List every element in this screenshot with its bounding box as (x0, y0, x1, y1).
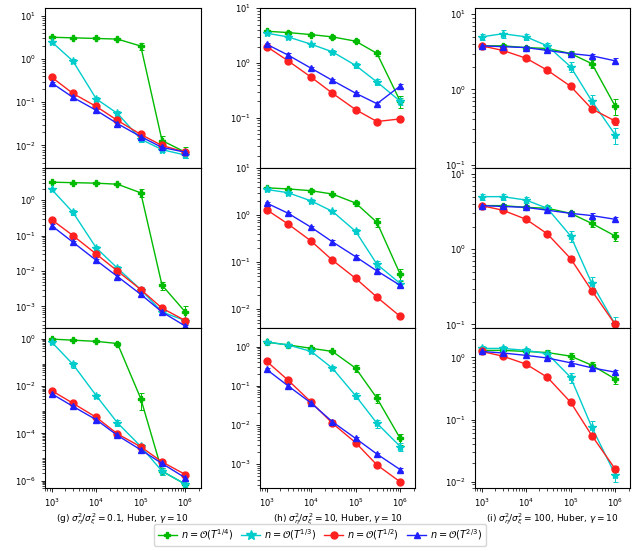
X-axis label: (h) $\sigma_{\eta}^2/\sigma_{\xi}^2 = 10$, Huber, $\gamma = 10$: (h) $\sigma_{\eta}^2/\sigma_{\xi}^2 = 10… (273, 512, 403, 527)
X-axis label: (e) $\sigma_{\eta}^2/\sigma_{\xi}^2 = 10$, Huber, $\gamma = 0.1$: (e) $\sigma_{\eta}^2/\sigma_{\xi}^2 = 10… (271, 352, 404, 368)
X-axis label: (g) $\sigma_{\eta}^2/\sigma_{\xi}^2 = 0.1$, Huber, $\gamma = 10$: (g) $\sigma_{\eta}^2/\sigma_{\xi}^2 = 0.… (56, 512, 189, 527)
X-axis label: (d) $\sigma_{\eta}^2/\sigma_{\xi}^2 = 0.1$, Huber, $\gamma = 0.1$: (d) $\sigma_{\eta}^2/\sigma_{\xi}^2 = 0.… (55, 352, 191, 368)
X-axis label: (c) $\sigma_{\eta}^2/\sigma_{\xi}^2 = 100$, absolute value: (c) $\sigma_{\eta}^2/\sigma_{\xi}^2 = 10… (483, 192, 623, 208)
X-axis label: (b) $\sigma_{\eta}^2/\sigma_{\xi}^2 = 10$, absolute value: (b) $\sigma_{\eta}^2/\sigma_{\xi}^2 = 10… (270, 192, 405, 208)
X-axis label: (i) $\sigma_{\eta}^2/\sigma_{\xi}^2 = 100$, Huber, $\gamma = 10$: (i) $\sigma_{\eta}^2/\sigma_{\xi}^2 = 10… (486, 512, 619, 527)
X-axis label: (a) $\sigma_{\eta}^2/\sigma_{\xi}^2 = 0.1$, absolute value: (a) $\sigma_{\eta}^2/\sigma_{\xi}^2 = 0.… (54, 192, 191, 208)
Legend: $n = \mathcal{O}(T^{1/4})$, $n = \mathcal{O}(T^{1/3})$, $n = \mathcal{O}(T^{1/2}: $n = \mathcal{O}(T^{1/4})$, $n = \mathca… (154, 523, 486, 546)
X-axis label: (f) $\sigma_{\eta}^2/\sigma_{\xi}^2 = 100$, Huber, $\gamma = 0.1$: (f) $\sigma_{\eta}^2/\sigma_{\xi}^2 = 10… (484, 352, 620, 368)
